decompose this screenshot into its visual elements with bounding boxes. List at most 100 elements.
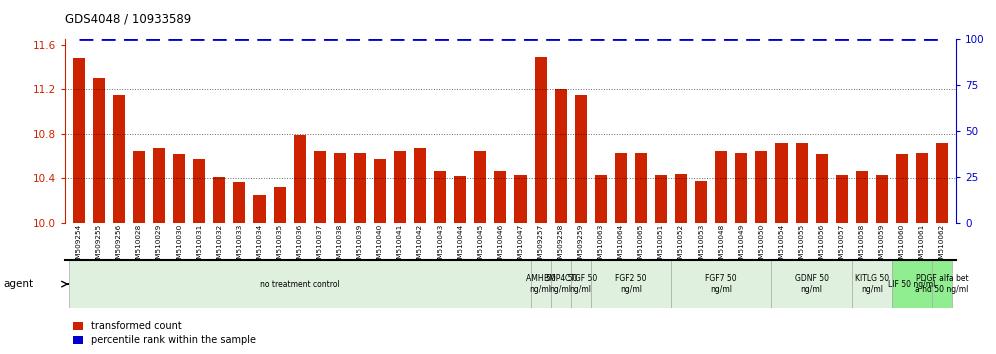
Text: BMP4 50
ng/ml: BMP4 50 ng/ml <box>544 274 578 294</box>
Bar <box>796 143 808 223</box>
Bar <box>334 153 346 223</box>
Bar <box>173 154 185 223</box>
Text: GSM510063: GSM510063 <box>598 224 604 268</box>
Text: GSM510047: GSM510047 <box>518 224 524 268</box>
Text: FGF2 50
ng/ml: FGF2 50 ng/ml <box>616 274 646 294</box>
Text: GDS4048 / 10933589: GDS4048 / 10933589 <box>65 12 191 25</box>
Text: GSM510044: GSM510044 <box>457 224 463 268</box>
Bar <box>715 150 727 223</box>
Text: GSM510041: GSM510041 <box>397 224 403 268</box>
Text: GSM510050: GSM510050 <box>758 224 764 268</box>
Text: GSM509255: GSM509255 <box>96 224 102 268</box>
Bar <box>675 174 687 223</box>
Text: GSM510057: GSM510057 <box>839 224 845 268</box>
Text: GSM510049: GSM510049 <box>738 224 744 268</box>
Text: CTGF 50
ng/ml: CTGF 50 ng/ml <box>565 274 597 294</box>
Bar <box>936 143 948 223</box>
Bar <box>896 154 908 223</box>
Bar <box>434 171 446 223</box>
Text: GSM510031: GSM510031 <box>196 224 202 268</box>
Bar <box>253 195 266 223</box>
Bar <box>595 175 607 223</box>
Text: LIF 50 ng/ml: LIF 50 ng/ml <box>888 280 935 289</box>
Text: no treatment control: no treatment control <box>260 280 340 289</box>
Bar <box>354 153 366 223</box>
Text: GSM510048: GSM510048 <box>718 224 724 268</box>
Text: GSM510055: GSM510055 <box>799 224 805 268</box>
Text: GSM510045: GSM510045 <box>477 224 483 268</box>
Text: GSM510029: GSM510029 <box>156 224 162 268</box>
Bar <box>755 150 768 223</box>
Bar <box>93 78 105 223</box>
Text: GSM510059: GSM510059 <box>878 224 884 268</box>
Text: GSM509258: GSM509258 <box>558 224 564 268</box>
Text: GSM510046: GSM510046 <box>497 224 503 268</box>
Text: GSM509257: GSM509257 <box>538 224 544 268</box>
Text: GSM510054: GSM510054 <box>779 224 785 268</box>
Bar <box>233 182 245 223</box>
Text: agent: agent <box>3 279 33 289</box>
Text: GSM510032: GSM510032 <box>216 224 222 268</box>
Bar <box>932 260 952 308</box>
Bar <box>515 175 527 223</box>
Text: FGF7 50
ng/ml: FGF7 50 ng/ml <box>705 274 737 294</box>
Text: GSM510065: GSM510065 <box>638 224 644 268</box>
Text: GSM510042: GSM510042 <box>417 224 423 268</box>
Bar <box>474 150 486 223</box>
Bar <box>571 260 591 308</box>
Bar <box>875 175 887 223</box>
Text: GSM510062: GSM510062 <box>939 224 945 268</box>
Bar <box>655 175 667 223</box>
Bar <box>634 153 647 223</box>
Text: PDGF alfa bet
a hd 50 ng/ml: PDGF alfa bet a hd 50 ng/ml <box>915 274 969 294</box>
Bar <box>551 260 571 308</box>
Bar <box>494 171 506 223</box>
Bar <box>133 150 145 223</box>
Bar <box>776 143 788 223</box>
Bar <box>735 153 747 223</box>
Text: GSM510040: GSM510040 <box>376 224 382 268</box>
Bar <box>836 175 848 223</box>
Text: GSM510061: GSM510061 <box>919 224 925 268</box>
Bar <box>153 148 165 223</box>
Bar <box>374 159 386 223</box>
Text: GSM510043: GSM510043 <box>437 224 443 268</box>
Text: GSM509256: GSM509256 <box>116 224 122 268</box>
Bar <box>414 148 426 223</box>
Text: GSM510036: GSM510036 <box>297 224 303 268</box>
Text: KITLG 50
ng/ml: KITLG 50 ng/ml <box>855 274 888 294</box>
Text: GSM510053: GSM510053 <box>698 224 704 268</box>
Text: GSM510030: GSM510030 <box>176 224 182 268</box>
Bar <box>69 260 531 308</box>
Text: GSM510064: GSM510064 <box>618 224 623 268</box>
Bar <box>314 150 326 223</box>
Bar <box>73 58 85 223</box>
Bar <box>916 153 928 223</box>
Bar <box>816 154 828 223</box>
Text: GSM510052: GSM510052 <box>678 224 684 268</box>
Text: GSM510034: GSM510034 <box>257 224 263 268</box>
Text: GSM510037: GSM510037 <box>317 224 323 268</box>
Text: GSM510058: GSM510058 <box>859 224 865 268</box>
Text: GSM510038: GSM510038 <box>337 224 343 268</box>
Text: GSM510060: GSM510060 <box>899 224 905 268</box>
Bar <box>213 177 225 223</box>
Bar <box>671 260 772 308</box>
Bar <box>193 159 205 223</box>
Bar <box>891 260 932 308</box>
Text: GSM510028: GSM510028 <box>136 224 142 268</box>
Text: GSM510035: GSM510035 <box>277 224 283 268</box>
Legend: transformed count, percentile rank within the sample: transformed count, percentile rank withi… <box>70 318 260 349</box>
Bar <box>454 176 466 223</box>
Bar <box>772 260 852 308</box>
Bar <box>274 187 286 223</box>
Text: GSM509254: GSM509254 <box>76 224 82 268</box>
Bar <box>535 57 547 223</box>
Bar <box>856 171 868 223</box>
Bar <box>113 95 124 223</box>
Text: GSM509259: GSM509259 <box>578 224 584 268</box>
Bar <box>591 260 671 308</box>
Text: GSM510051: GSM510051 <box>658 224 664 268</box>
Bar <box>615 153 626 223</box>
Text: GSM510039: GSM510039 <box>357 224 363 268</box>
